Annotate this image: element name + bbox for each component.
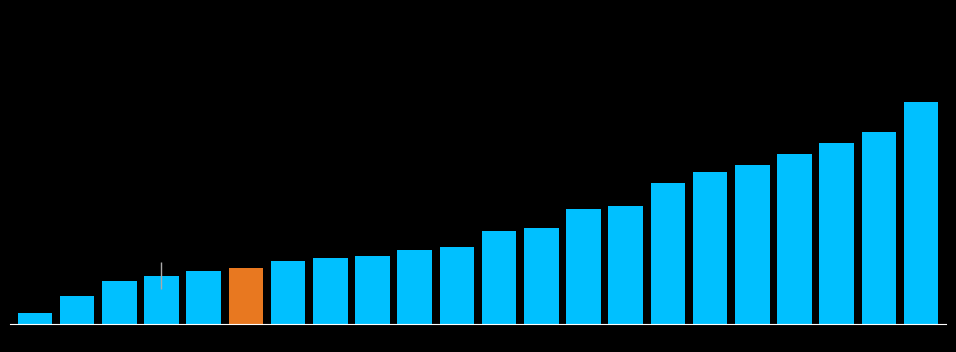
Bar <box>186 271 221 324</box>
Bar <box>735 165 770 324</box>
Bar <box>693 172 728 324</box>
Bar <box>356 256 390 324</box>
Bar <box>777 154 812 324</box>
Bar <box>861 132 896 324</box>
Bar <box>271 261 305 324</box>
Bar <box>482 232 516 324</box>
Bar <box>440 247 474 324</box>
Bar <box>651 183 685 324</box>
Bar <box>608 206 643 324</box>
Bar <box>398 250 432 324</box>
Bar <box>102 281 137 324</box>
Bar <box>17 313 53 324</box>
Bar <box>524 228 558 324</box>
Bar <box>228 268 263 324</box>
Bar <box>60 296 95 324</box>
Bar <box>819 143 854 324</box>
Bar <box>903 102 939 324</box>
Bar <box>566 209 600 324</box>
Bar <box>144 276 179 324</box>
Bar <box>313 258 348 324</box>
